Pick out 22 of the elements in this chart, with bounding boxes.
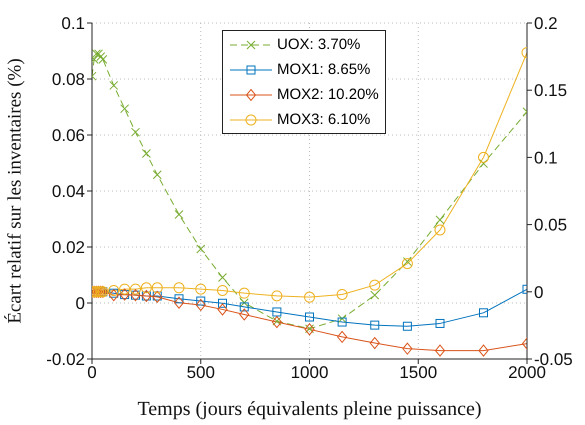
x-tick-label: 0 [87,363,97,382]
legend-label: MOX2: 10.20% [277,85,379,105]
x-tick-label: 500 [186,363,215,382]
y2-tick-label: 0 [534,282,544,302]
y-tick-label: 0.06 [52,126,85,146]
y-tick-label: 0.08 [52,70,85,90]
y2-tick-label: 0.1 [534,148,558,168]
x-tick-label: 1000 [290,363,328,382]
y-tick-label: 0.02 [52,238,85,258]
legend-label: UOX: 3.70% [277,35,360,55]
y2-tick-label: 0.15 [534,81,568,100]
y-axis-title: Écart relatif sur les inventaires (%) [4,58,26,324]
y2-tick-label: 0.05 [534,216,568,235]
legend-label: MOX1: 8.65% [277,60,370,80]
legend-label: MOX3: 6.10% [277,110,370,130]
x-axis-title: Temps (jours équivalents pleine puissance) [137,398,482,420]
y2-tick-label: 0.2 [534,14,558,34]
y-tick-label: -0.02 [46,350,85,370]
y-tick-label: 0.1 [61,14,85,34]
y-tick-label: 0.04 [52,182,85,202]
x-tick-label: 1500 [399,363,438,382]
y-tick-label: 0 [76,294,85,314]
